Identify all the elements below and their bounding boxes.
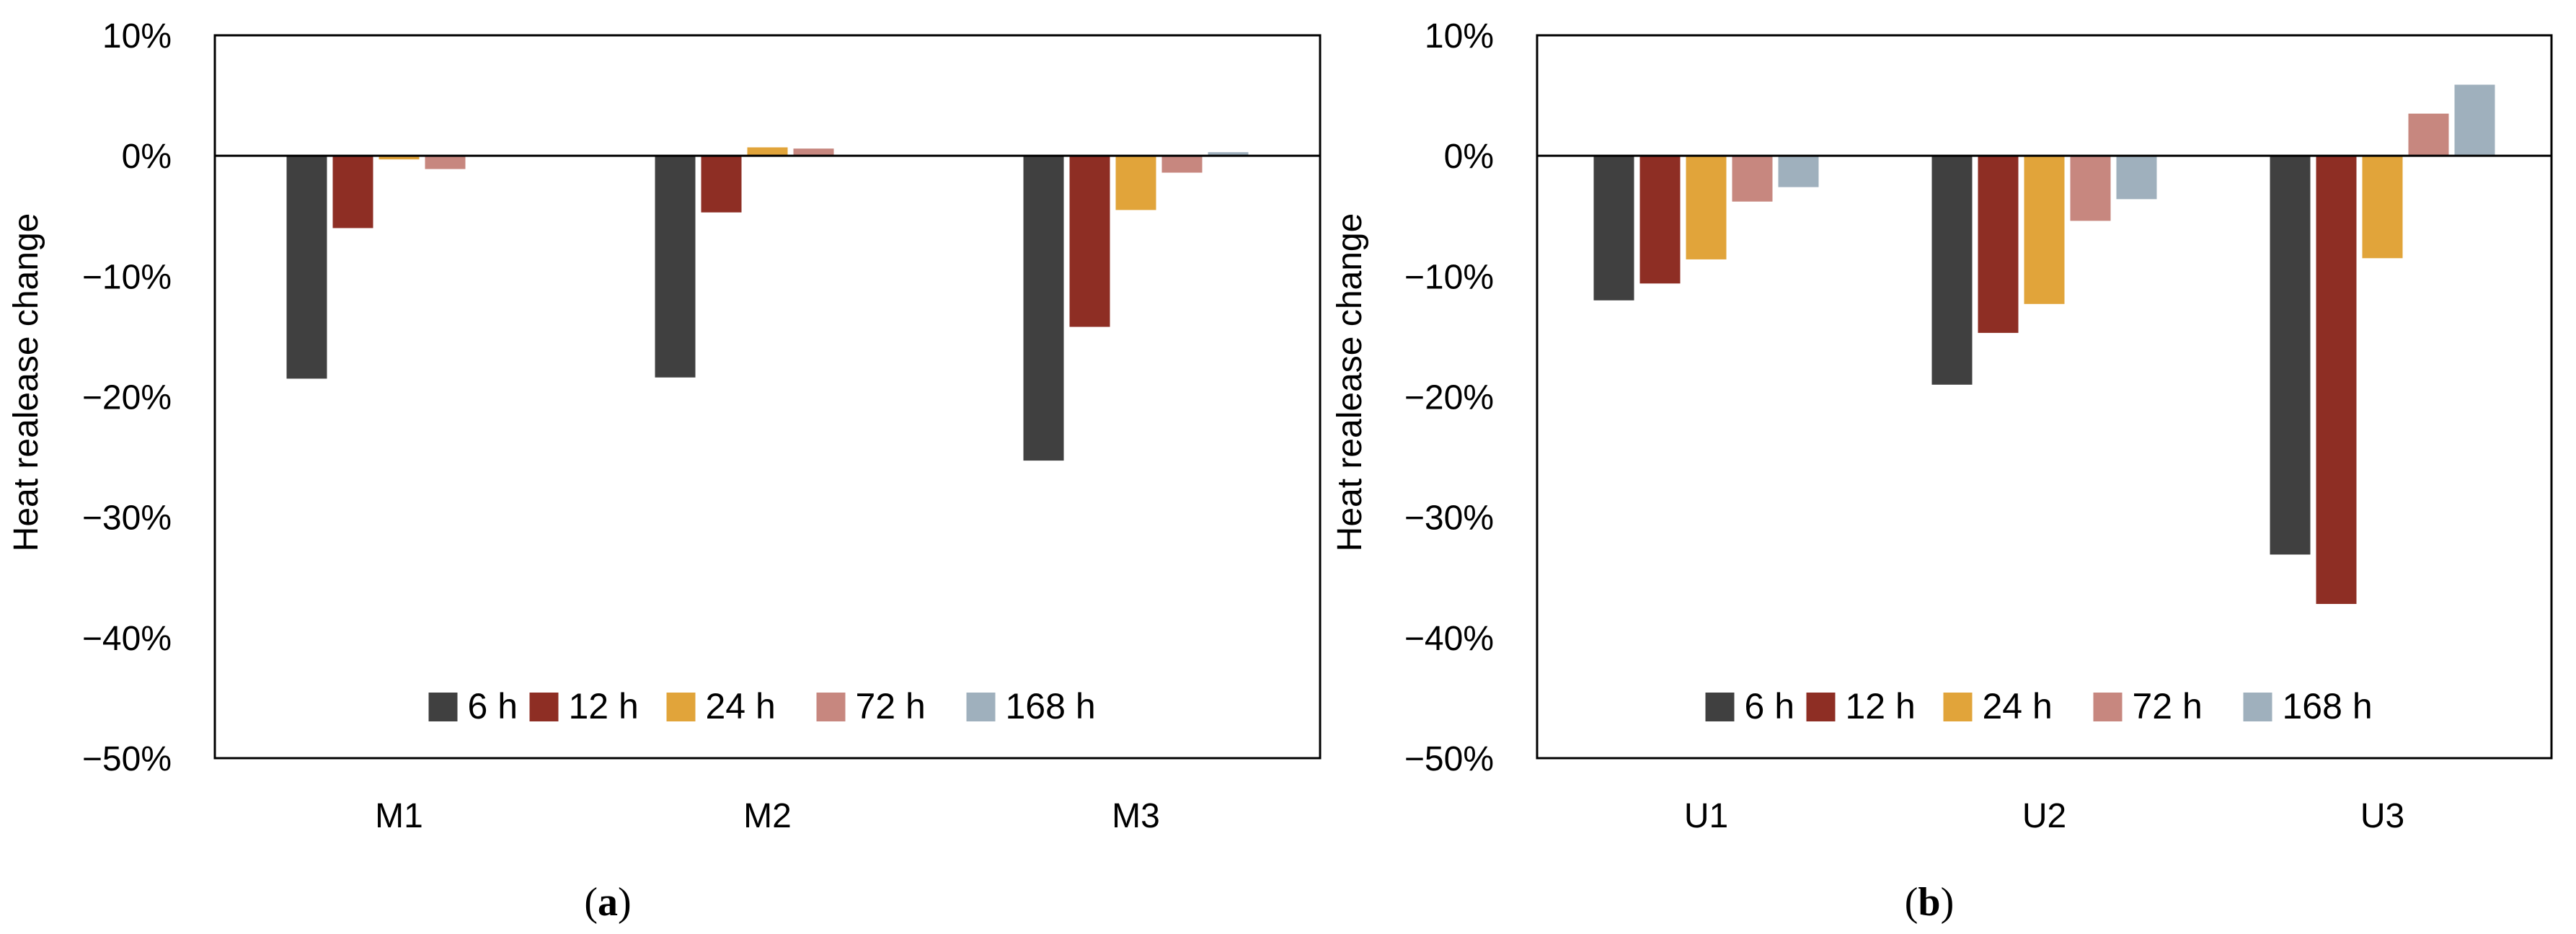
y-tick-label: −30% bbox=[1404, 499, 1494, 538]
y-tick-label: −40% bbox=[1404, 620, 1494, 658]
legend-label: 6 h bbox=[468, 686, 518, 726]
legend-swatch-168h bbox=[966, 693, 996, 721]
x-category-label: M2 bbox=[743, 797, 792, 835]
x-category-label: U1 bbox=[1684, 797, 1728, 835]
y-tick-label: 0% bbox=[1444, 138, 1494, 176]
bar-m1-72h bbox=[425, 156, 466, 169]
x-category-label: M3 bbox=[1112, 797, 1160, 835]
caption-close-paren: ) bbox=[618, 880, 632, 925]
legend-label: 72 h bbox=[2133, 686, 2203, 726]
bar-u1-24h bbox=[1686, 156, 1727, 259]
x-category-label: U3 bbox=[2360, 797, 2404, 835]
bar-m3-6h bbox=[1023, 156, 1064, 461]
legend-swatch-6h bbox=[428, 693, 458, 721]
x-category-label: M1 bbox=[375, 797, 423, 835]
bar-u2-24h bbox=[2024, 156, 2065, 304]
y-tick-label: −30% bbox=[82, 499, 172, 538]
panel-a: 10% 0% −10% −20% −30% −40% −50% Heat realease c… bbox=[7, 17, 1322, 925]
legend-label: 24 h bbox=[706, 686, 776, 726]
legend-label: 6 h bbox=[1745, 686, 1795, 726]
legend-label: 72 h bbox=[856, 686, 926, 726]
panel-b: 10% 0% −10% −20% −30% −40% −50% Heat realease c… bbox=[1331, 17, 2553, 925]
panel-caption: (a) bbox=[584, 880, 631, 925]
bar-u1-72h bbox=[1732, 156, 1773, 202]
bar-u2-6h bbox=[1931, 156, 1973, 385]
bar-m1-12h bbox=[332, 156, 373, 228]
bar-m3-72h bbox=[1161, 156, 1203, 173]
bar-u2-168h bbox=[2116, 156, 2157, 200]
bar-u2-72h bbox=[2070, 156, 2111, 221]
legend-swatch-72h bbox=[2093, 693, 2123, 721]
legend-swatch-6h bbox=[1705, 693, 1735, 721]
bar-m3-168h bbox=[1208, 152, 1249, 156]
bar-u3-168h bbox=[2454, 84, 2495, 156]
legend-swatch-24h bbox=[1943, 693, 1973, 721]
bar-u1-12h bbox=[1639, 156, 1681, 284]
legend-label: 12 h bbox=[1846, 686, 1916, 726]
y-tick-label: −20% bbox=[1404, 379, 1494, 417]
legend-swatch-24h bbox=[666, 693, 696, 721]
y-tick-label: 0% bbox=[122, 138, 172, 176]
x-category-label: U2 bbox=[2022, 797, 2066, 835]
bar-u1-6h bbox=[1593, 156, 1634, 301]
bar-m1-24h bbox=[379, 156, 420, 160]
bar-m3-24h bbox=[1115, 156, 1156, 210]
bar-u1-168h bbox=[1778, 156, 1819, 187]
bar-u2-12h bbox=[1978, 156, 2019, 333]
caption-letter: b bbox=[1918, 880, 1940, 925]
legend-label: 24 h bbox=[1983, 686, 2053, 726]
caption-close-paren: ) bbox=[1941, 880, 1955, 925]
y-tick-label: −10% bbox=[1404, 258, 1494, 296]
bar-u3-12h bbox=[2316, 156, 2357, 605]
legend-swatch-12h bbox=[529, 693, 559, 721]
y-tick-label: −20% bbox=[82, 379, 172, 417]
bar-m3-12h bbox=[1069, 156, 1110, 327]
y-tick-label: 10% bbox=[102, 17, 172, 55]
bar-u3-6h bbox=[2270, 156, 2311, 555]
bar-m2-12h bbox=[701, 156, 742, 213]
y-axis-label: Heat realease change bbox=[7, 213, 45, 552]
bar-m2-6h bbox=[655, 156, 696, 378]
y-axis-label: Heat realease change bbox=[1331, 213, 1369, 552]
legend-swatch-168h bbox=[2243, 693, 2272, 721]
bar-m2-24h bbox=[747, 147, 788, 156]
caption-open-paren: ( bbox=[584, 880, 598, 925]
panel-caption: (b) bbox=[1905, 880, 1954, 925]
legend-label: 12 h bbox=[569, 686, 639, 726]
plot-frame bbox=[1536, 34, 2553, 760]
y-tick-label: −10% bbox=[82, 258, 172, 296]
y-tick-label: 10% bbox=[1425, 17, 1494, 55]
plot-frame bbox=[213, 34, 1322, 760]
caption-open-paren: ( bbox=[1905, 880, 1918, 925]
y-tick-label: −50% bbox=[1404, 740, 1494, 778]
legend-swatch-12h bbox=[1806, 693, 1836, 721]
bar-u3-24h bbox=[2362, 156, 2403, 259]
legend-label: 168 h bbox=[1006, 686, 1096, 726]
bar-m2-72h bbox=[793, 148, 834, 156]
legend-swatch-72h bbox=[816, 693, 846, 721]
y-tick-label: −40% bbox=[82, 620, 172, 658]
bar-m1-6h bbox=[286, 156, 327, 379]
caption-letter: a bbox=[598, 880, 618, 925]
y-tick-label: −50% bbox=[82, 740, 172, 778]
bar-u3-72h bbox=[2408, 113, 2449, 156]
legend-label: 168 h bbox=[2283, 686, 2373, 726]
